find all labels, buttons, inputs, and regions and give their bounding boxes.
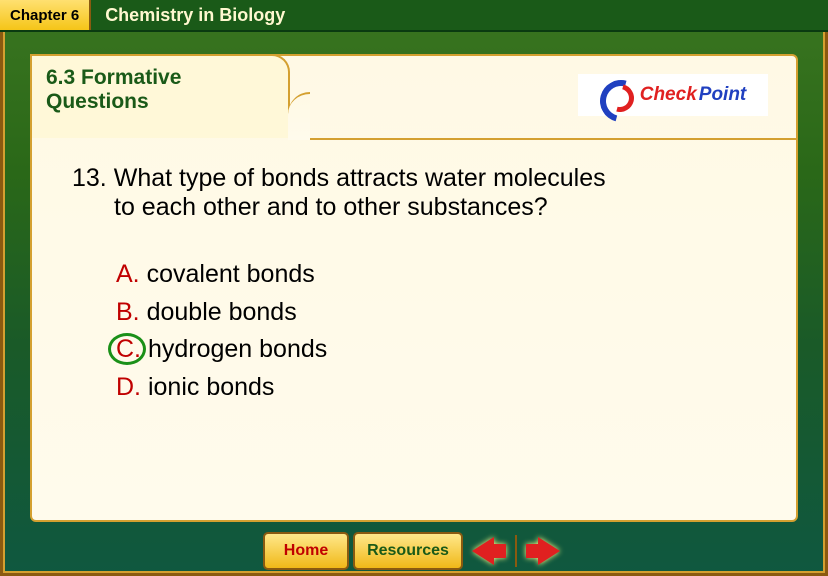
checkpoint-text-point: Point	[699, 84, 747, 106]
resources-button[interactable]: Resources	[353, 532, 463, 570]
question-line2: to each other and to other substances?	[72, 193, 756, 222]
checkpoint-logo: Check Point	[578, 74, 768, 116]
question-number: 13.	[72, 164, 107, 192]
resources-label: Resources	[367, 542, 449, 560]
top-bar: Chapter 6 Chemistry in Biology	[0, 0, 828, 32]
answers-block: A. covalent bonds B. double bonds C. hyd…	[116, 256, 327, 406]
arrow-left-icon	[472, 537, 494, 565]
home-label: Home	[284, 542, 328, 560]
tab-divider	[288, 138, 796, 140]
next-button[interactable]	[521, 532, 565, 570]
arrow-left-stem	[494, 544, 506, 558]
answer-a[interactable]: A. covalent bonds	[116, 256, 327, 294]
section-tab: 6.3 Formative Questions	[30, 54, 290, 138]
answer-c[interactable]: C. hydrogen bonds	[116, 331, 327, 369]
chapter-label: Chapter 6	[10, 7, 79, 24]
answer-b-text: double bonds	[147, 298, 297, 326]
answer-b[interactable]: B. double bonds	[116, 294, 327, 332]
answer-c-letter: C.	[116, 335, 141, 363]
content-panel: 6.3 Formative Questions Check Point 13. …	[30, 54, 798, 522]
chapter-title: Chemistry in Biology	[91, 5, 285, 26]
answer-d[interactable]: D. ionic bonds	[116, 369, 327, 407]
checkpoint-text-check: Check	[640, 84, 697, 106]
tab-title-line1: 6.3 Formative	[46, 66, 274, 90]
question-block: 13. What type of bonds attracts water mo…	[72, 164, 756, 222]
answer-d-text: ionic bonds	[148, 373, 274, 401]
arrow-right-stem	[526, 544, 538, 558]
checkpoint-swoosh-icon	[600, 80, 634, 110]
answer-a-letter: A.	[116, 260, 140, 288]
home-button[interactable]: Home	[263, 532, 349, 570]
answer-b-letter: B.	[116, 298, 140, 326]
answer-d-letter: D.	[116, 373, 141, 401]
tab-decor	[288, 92, 310, 140]
question-line1: What type of bonds attracts water molecu…	[114, 164, 606, 192]
answer-c-text: hydrogen bonds	[148, 335, 327, 363]
chapter-badge: Chapter 6	[0, 0, 91, 30]
answer-a-text: covalent bonds	[147, 260, 315, 288]
bottom-nav: Home Resources	[263, 532, 565, 570]
prev-button[interactable]	[467, 532, 511, 570]
arrow-right-icon	[538, 537, 560, 565]
nav-separator	[515, 535, 517, 567]
tab-title-line2: Questions	[46, 90, 274, 114]
